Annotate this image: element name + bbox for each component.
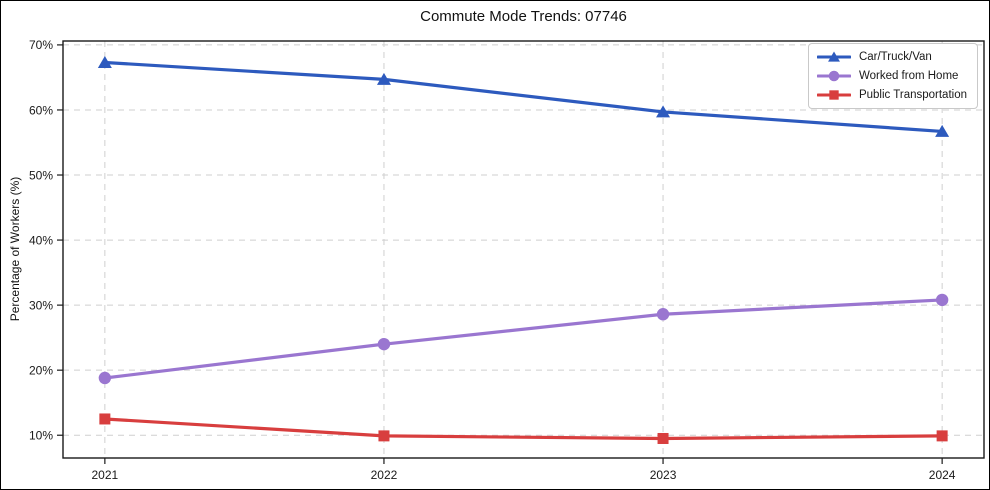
data-point-public-transportation (936, 430, 948, 442)
legend-square-marker-icon (816, 90, 851, 100)
x-tick-label: 2024 (929, 468, 956, 482)
series-line-public-transportation (103, 417, 944, 441)
y-tick-label: 30% (29, 298, 53, 312)
data-point-car-truck-van (97, 55, 112, 68)
legend: Car/Truck/Van Worked from Home Public Tran… (807, 43, 978, 109)
legend-item-worked-from-home: Worked from Home (816, 69, 967, 83)
chart-title: Commute Mode Trends: 07746 (420, 8, 627, 25)
legend-swatch-marker (829, 90, 839, 100)
legend-triangle-marker-icon (816, 51, 851, 62)
data-point-worked-from-home (98, 371, 112, 385)
legend-item-car-truck-van: Car/Truck/Van (816, 50, 967, 64)
legend-circle-marker-icon (816, 70, 851, 82)
x-tick-label: 2023 (650, 468, 677, 482)
legend-label: Public Transportation (858, 89, 967, 101)
data-point-car-truck-van (935, 124, 950, 137)
legend-swatch-marker (828, 51, 840, 62)
data-point-car-truck-van (376, 72, 391, 85)
legend-label: Car/Truck/Van (858, 51, 932, 63)
data-point-worked-from-home (935, 293, 949, 307)
data-point-public-transportation (99, 413, 111, 425)
y-tick-label: 70% (29, 38, 53, 52)
x-tick-label: 2021 (92, 468, 119, 482)
legend-item-public-transportation: Public Transportation (816, 88, 967, 102)
x-tick-label: 2022 (371, 468, 398, 482)
y-tick-label: 60% (29, 103, 53, 117)
series-line-car-truck-van (103, 60, 944, 134)
data-point-worked-from-home (656, 308, 670, 321)
plot-border (62, 40, 985, 459)
series-line-worked-from-home (103, 298, 944, 380)
y-tick-label: 40% (29, 233, 53, 247)
data-point-public-transportation (378, 430, 390, 442)
legend-label: Worked from Home (858, 70, 959, 82)
y-tick-label: 50% (29, 168, 53, 182)
data-point-car-truck-van (656, 105, 671, 118)
y-tick-label: 20% (29, 363, 53, 377)
y-tick-label: 10% (29, 429, 53, 443)
legend-swatch-marker (828, 70, 840, 82)
data-point-public-transportation (657, 432, 669, 444)
data-point-worked-from-home (377, 337, 391, 351)
